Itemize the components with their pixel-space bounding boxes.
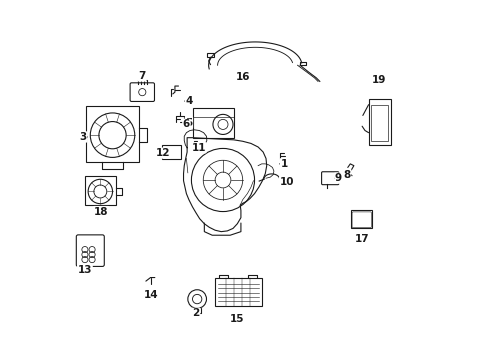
Text: 15: 15 (230, 314, 244, 324)
Text: 3: 3 (80, 132, 86, 142)
Text: 17: 17 (354, 234, 368, 244)
Text: 10: 10 (279, 177, 293, 187)
Text: 19: 19 (371, 75, 386, 85)
Text: 2: 2 (192, 309, 199, 318)
Text: 5: 5 (185, 118, 192, 128)
Text: 14: 14 (143, 290, 158, 300)
Text: 12: 12 (155, 148, 170, 158)
Text: 11: 11 (191, 143, 205, 153)
Text: 9: 9 (334, 173, 341, 183)
Text: 16: 16 (235, 72, 249, 82)
Text: 8: 8 (343, 170, 350, 180)
Text: 1: 1 (280, 159, 287, 169)
Text: 13: 13 (78, 265, 92, 275)
Text: 18: 18 (94, 207, 108, 217)
Text: 4: 4 (185, 96, 192, 106)
Text: 7: 7 (138, 71, 146, 81)
Text: 6: 6 (183, 120, 190, 129)
